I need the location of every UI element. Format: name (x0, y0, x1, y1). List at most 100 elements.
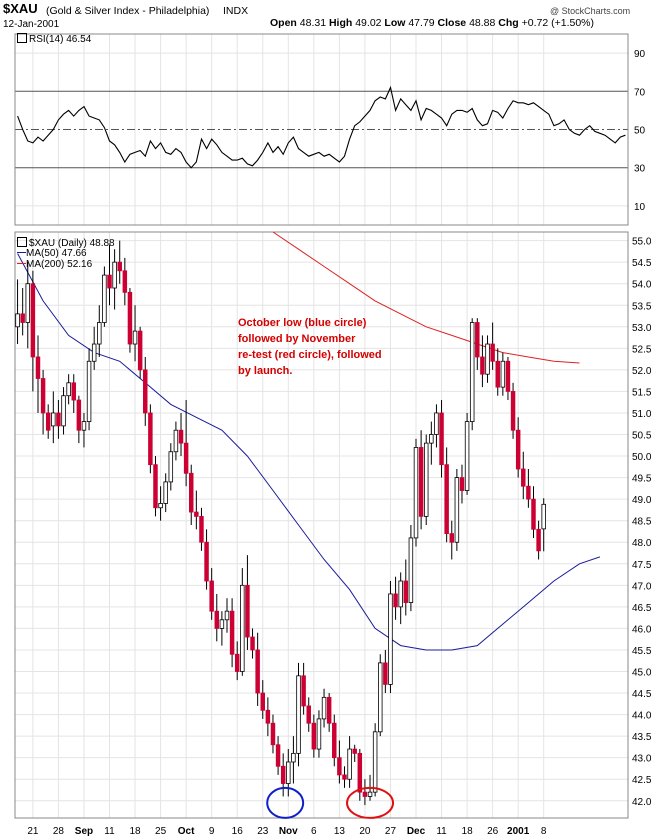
chart-annotation: October low (blue circle) followed by No… (238, 315, 382, 379)
candlestick (444, 447, 449, 543)
candle-body-down (229, 610, 235, 655)
candle-body-down (475, 322, 480, 358)
ma50-legend-swatch (17, 252, 26, 253)
open-value: 48.31 (299, 17, 327, 29)
high-value: 49.02 (355, 17, 382, 29)
candle-body-down (30, 283, 36, 358)
candle-body-down (275, 744, 281, 767)
candle-body-down (245, 584, 250, 638)
ma50-legend-value: 47.66 (61, 248, 87, 259)
candlestick (408, 525, 414, 612)
candlestick (480, 335, 485, 388)
candle-body-up (321, 696, 327, 720)
date-label: 12-Jan-2001 (3, 19, 60, 30)
price-tick-label: 48.5 (632, 517, 652, 528)
candlestick (163, 473, 168, 513)
candlestick (495, 348, 500, 396)
candlestick (240, 568, 245, 676)
candlestick (199, 507, 204, 551)
candlestick (224, 598, 230, 633)
ma200-line (272, 231, 580, 364)
candle-body-up (81, 421, 87, 431)
x-tick-label: 18 (462, 826, 474, 837)
low-value: 47.79 (408, 17, 435, 29)
candle-body-down (306, 705, 311, 724)
candlestick (515, 417, 521, 478)
index-name: (Gold & Silver Index - Philadelphia) (46, 5, 210, 17)
main-legend-label: $XAU (Daily) (29, 238, 87, 249)
rsi-tick-label: 50 (634, 126, 646, 137)
x-tick-label: 6 (311, 826, 317, 837)
candlestick (255, 632, 260, 706)
candlestick (291, 736, 296, 784)
rsi-tick-label: 90 (634, 49, 646, 60)
candle-body-up (500, 360, 506, 388)
candle-body-up (454, 477, 460, 543)
candlestick (86, 348, 92, 431)
rsi-line (17, 85, 626, 169)
candle-body-down (56, 412, 61, 427)
x-tick-label: 11 (104, 826, 115, 837)
price-tick-label: 52.5 (632, 344, 652, 355)
price-tick-label: 55.0 (632, 237, 652, 248)
price-tick-label: 49.5 (632, 474, 652, 485)
price-tick-label: 44.0 (632, 711, 652, 722)
candle-body-down (35, 356, 41, 379)
candle-body-down (209, 580, 214, 612)
candle-body-down (444, 464, 449, 535)
price-legend-ma200: MA(200) 52.16 (17, 259, 92, 270)
x-tick-label: 20 (359, 826, 371, 837)
candle-body-up (219, 619, 225, 629)
candlestick (112, 249, 117, 310)
annotation-line-1: October low (blue circle) (238, 317, 367, 329)
candle-body-up (240, 584, 245, 672)
candlestick (61, 387, 66, 435)
x-tick-label: 2001 (507, 826, 530, 837)
candlestick (536, 520, 541, 560)
candle-body-up (347, 748, 352, 780)
candle-body-up (429, 434, 434, 444)
candlestick (81, 412, 87, 448)
candle-body-down (250, 636, 255, 651)
candle-body-down (332, 722, 337, 759)
candlestick (265, 697, 271, 737)
candle-body-down (71, 382, 76, 401)
candlestick (158, 486, 163, 521)
candle-body-up (91, 343, 97, 362)
candlestick (541, 498, 546, 552)
candlestick (413, 438, 419, 547)
candlestick (505, 356, 511, 401)
candlestick (439, 400, 444, 478)
candle-body-down (137, 330, 143, 371)
x-tick-label: 27 (385, 826, 397, 837)
candlestick (469, 318, 475, 431)
candlestick (388, 581, 393, 694)
candle-body-down (20, 313, 25, 323)
x-tick-label: Oct (178, 826, 195, 837)
candle-body-up (173, 429, 179, 453)
candle-body-down (418, 447, 424, 517)
candle-body-down (383, 662, 388, 685)
candle-body-down (449, 533, 455, 543)
november-retest-circle (346, 786, 395, 819)
candlestick (219, 611, 225, 646)
x-tick-label: 25 (155, 826, 167, 837)
high-label: High (328, 17, 353, 29)
candle-body-up (378, 662, 383, 733)
candle-body-down (337, 757, 342, 776)
main-legend-value: 48.88 (89, 238, 115, 249)
candlestick (490, 322, 495, 370)
candlestick (194, 490, 199, 530)
candle-body-down (536, 528, 541, 552)
rsi-panel-frame (14, 33, 629, 226)
candlestick (153, 456, 158, 517)
candlestick (383, 649, 388, 694)
price-tick-label: 50.5 (632, 431, 652, 442)
candlestick (418, 430, 424, 530)
candle-body-down (127, 291, 133, 345)
rsi-tick-label: 70 (634, 87, 646, 98)
rsi-tick-label: 10 (634, 202, 646, 213)
x-tick-label: Sep (75, 826, 93, 837)
candlestick (183, 400, 189, 487)
exchange-label: INDX (223, 5, 249, 17)
